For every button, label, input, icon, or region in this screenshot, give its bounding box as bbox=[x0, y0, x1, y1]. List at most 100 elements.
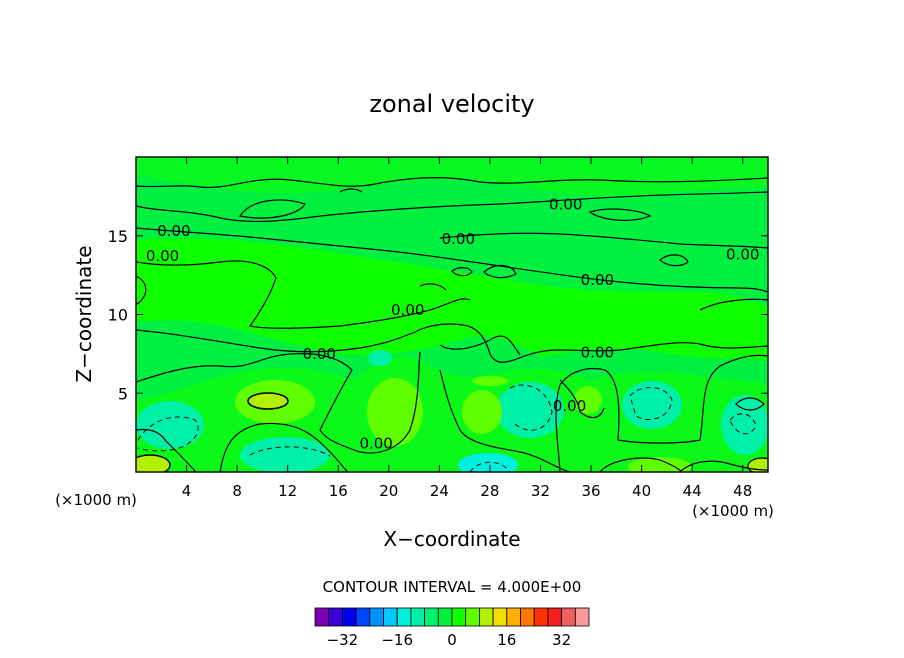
colorbar-swatch bbox=[506, 607, 521, 627]
colorbar: −32 −16 0 16 32 bbox=[314, 607, 590, 649]
contour-line bbox=[239, 199, 306, 219]
contour-label: 0.00 bbox=[157, 222, 190, 240]
contour-lines bbox=[136, 177, 768, 472]
colorbar-swatch bbox=[341, 607, 357, 627]
x-axis-label: X−coordinate bbox=[383, 527, 520, 551]
contour-line bbox=[439, 335, 521, 356]
negative-contour bbox=[629, 387, 673, 420]
colorbar-swatch bbox=[574, 607, 590, 627]
x-tick-label: 28 bbox=[480, 482, 499, 500]
contour-line bbox=[136, 227, 768, 293]
contour-line bbox=[735, 397, 765, 411]
colorbar-swatch bbox=[396, 607, 412, 627]
colorbar-swatch bbox=[355, 607, 371, 627]
x-tick-label: 16 bbox=[329, 482, 348, 500]
contour-line bbox=[439, 232, 768, 249]
contour-line bbox=[588, 208, 652, 221]
colorbar-swatch bbox=[561, 607, 576, 627]
colorbar-swatch bbox=[328, 607, 343, 627]
contour-label: 0.00 bbox=[553, 397, 586, 415]
contour-line bbox=[136, 275, 147, 306]
x-tick-label: 12 bbox=[278, 482, 297, 500]
contour-line bbox=[679, 460, 768, 472]
contour-line bbox=[136, 191, 768, 223]
x-tick-label: 40 bbox=[632, 482, 651, 500]
plot-area bbox=[136, 157, 768, 472]
contour-line bbox=[599, 457, 683, 472]
colorbar-swatch bbox=[547, 607, 563, 627]
contour-line bbox=[451, 267, 473, 277]
x-tick-label: 24 bbox=[430, 482, 449, 500]
contour-label: 0.00 bbox=[549, 195, 582, 213]
contour-line bbox=[136, 323, 768, 363]
colorbar-swatch bbox=[465, 607, 480, 627]
x-tick-label: 20 bbox=[379, 482, 398, 500]
colorbar-swatch bbox=[520, 607, 535, 627]
colorbar-tick-label: 0 bbox=[447, 631, 457, 649]
positive-pocket bbox=[247, 392, 289, 410]
contour-line bbox=[219, 422, 349, 472]
x-unit-right: (×1000 m) bbox=[692, 502, 774, 520]
y-axis: 5 10 15 bbox=[108, 227, 768, 403]
colorbar-swatch bbox=[383, 607, 398, 627]
colorbar-swatch bbox=[533, 607, 549, 627]
colorbar-swatch bbox=[451, 607, 467, 627]
positive-pocket bbox=[472, 376, 508, 386]
colorbar-tick-label: 32 bbox=[552, 631, 571, 649]
y-tick-label: 15 bbox=[108, 227, 128, 246]
contour-label: 0.00 bbox=[303, 345, 336, 363]
contour-line bbox=[483, 264, 517, 279]
x-tick-label: 44 bbox=[683, 482, 702, 500]
x-tick-label: 36 bbox=[581, 482, 600, 500]
negative-pocket bbox=[136, 401, 204, 449]
contour-line bbox=[439, 369, 571, 472]
contour-label: 0.00 bbox=[442, 230, 475, 248]
negative-pocket bbox=[496, 382, 564, 438]
contour-line bbox=[136, 428, 197, 472]
contour-interval-text: CONTOUR INTERVAL = 4.000E+00 bbox=[323, 578, 582, 596]
colorbar-swatch bbox=[410, 607, 425, 627]
colorbar-swatch bbox=[314, 607, 330, 627]
positive-pocket bbox=[367, 378, 423, 446]
y-tick-label: 5 bbox=[118, 384, 128, 403]
contour-label: 0.00 bbox=[391, 301, 424, 319]
negative-contour bbox=[249, 446, 331, 457]
negative-pocket bbox=[622, 381, 682, 429]
negative-contour bbox=[509, 384, 553, 431]
contour-line bbox=[136, 177, 768, 189]
x-tick-label: 8 bbox=[232, 482, 242, 500]
contour-line bbox=[136, 351, 421, 454]
negative-contour bbox=[729, 413, 757, 435]
contour-label: 0.00 bbox=[581, 343, 614, 361]
y-axis-label: Z−coordinate bbox=[72, 245, 96, 382]
negative-pocket bbox=[368, 350, 392, 366]
negative-contours bbox=[137, 384, 757, 472]
chart-title: zonal velocity bbox=[369, 90, 534, 118]
colorbar-tick-label: −16 bbox=[381, 631, 413, 649]
contour-label: 0.00 bbox=[359, 435, 392, 453]
x-unit-left: (×1000 m) bbox=[55, 491, 137, 509]
colorbar-swatch bbox=[424, 607, 439, 627]
contour-line bbox=[559, 379, 605, 419]
x-axis: 4 8 12 16 20 24 28 32 36 40 44 48 bbox=[182, 157, 752, 500]
contour-line bbox=[419, 283, 447, 291]
contour-label: 0.00 bbox=[146, 247, 179, 265]
positive-pocket bbox=[574, 386, 602, 414]
colorbar-tick-label: −32 bbox=[327, 631, 359, 649]
colorbar-swatch bbox=[437, 607, 453, 627]
x-tick-label: 32 bbox=[531, 482, 550, 500]
colorbar-swatch bbox=[478, 607, 494, 627]
colorbar-swatch bbox=[492, 607, 508, 627]
contour-line bbox=[555, 354, 768, 472]
positive-pocket bbox=[136, 454, 171, 472]
colorbar-swatch bbox=[369, 607, 384, 627]
field-upper-band bbox=[136, 157, 768, 197]
negative-contour bbox=[137, 416, 199, 452]
contour-line bbox=[699, 298, 768, 311]
negative-pocket bbox=[458, 453, 518, 472]
x-tick-label: 48 bbox=[733, 482, 752, 500]
negative-pocket bbox=[240, 437, 330, 472]
field-middle-band bbox=[136, 238, 768, 360]
y-tick-label: 10 bbox=[108, 306, 128, 325]
